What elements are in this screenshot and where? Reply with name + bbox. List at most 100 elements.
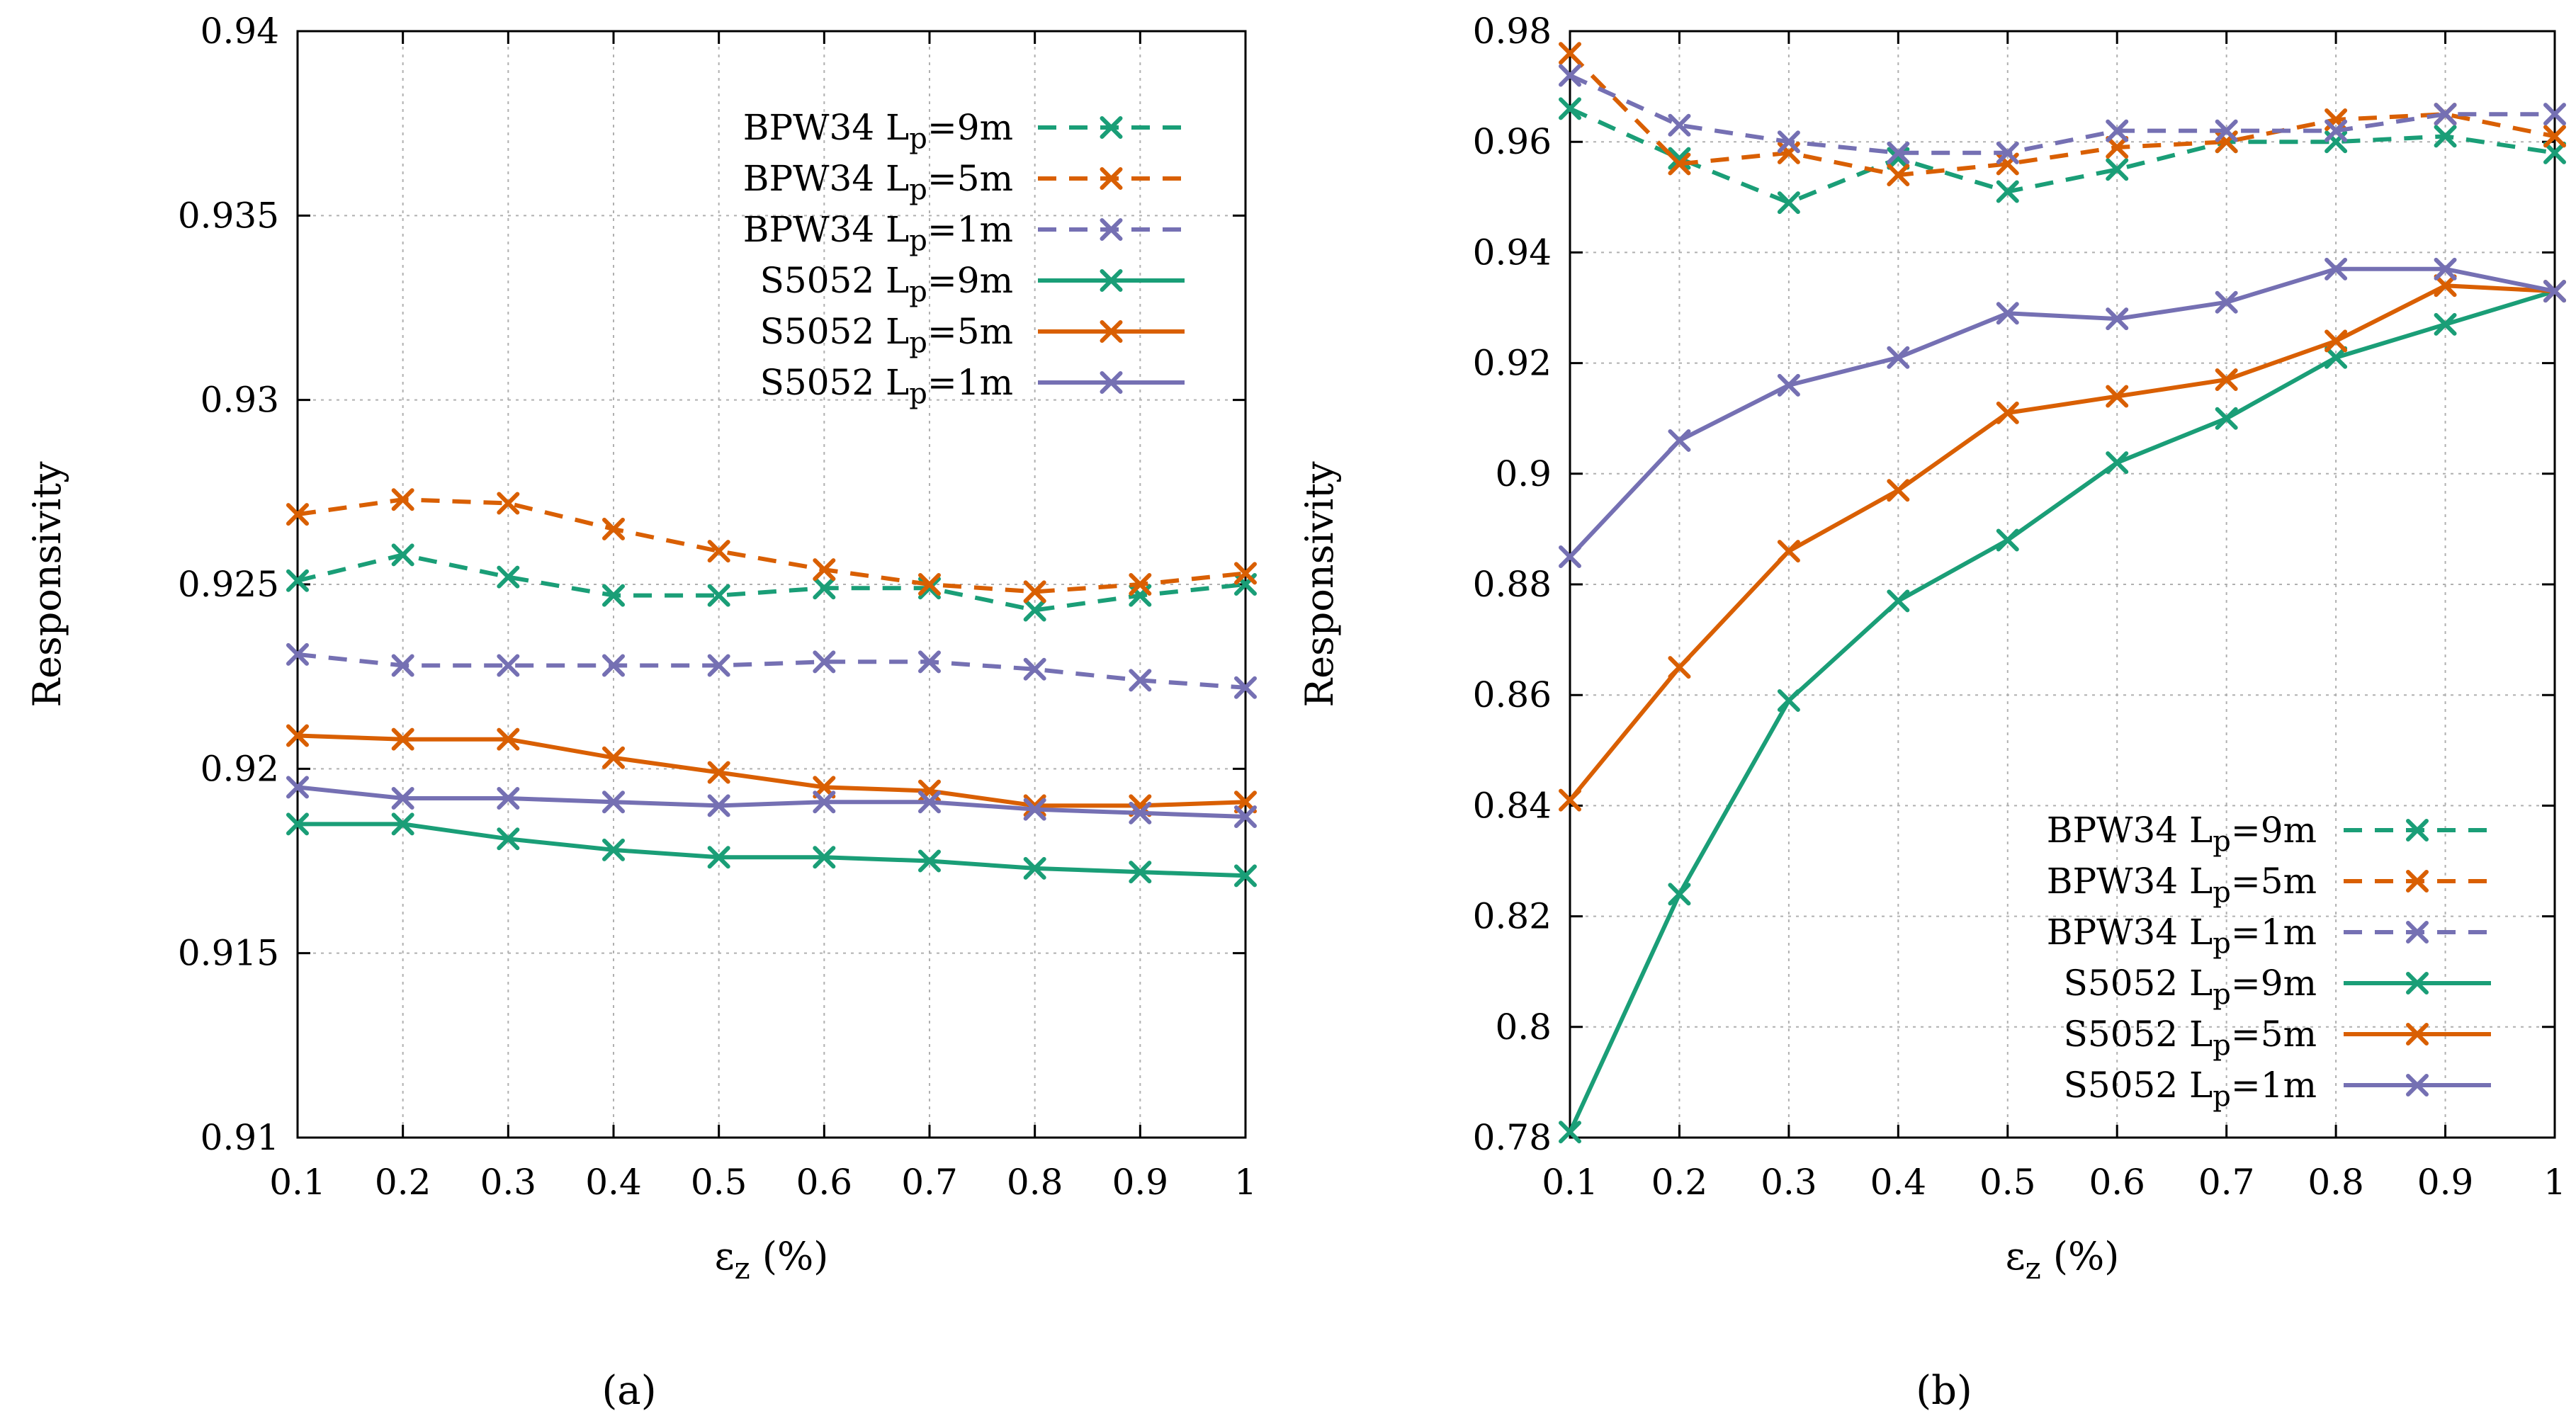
legend-marker: [1100, 167, 1123, 190]
data-point-marker: [2434, 312, 2457, 336]
y-axis-title: Responsivity: [1297, 461, 1342, 708]
x-tick-label: 0.5: [691, 1162, 747, 1203]
series-bpw34-lp-1m: [1559, 64, 2566, 164]
data-point-marker: [391, 786, 414, 810]
legend-marker: [1100, 371, 1123, 394]
series-bpw34-lp-5m: [1559, 42, 2566, 187]
x-tick-label: 0.8: [1007, 1162, 1063, 1203]
data-point-marker: [1129, 573, 1152, 596]
y-tick-label: 0.78: [1473, 1117, 1552, 1158]
legend-value: =5m: [927, 311, 1013, 352]
y-tick-label: 0.86: [1473, 674, 1552, 715]
data-point-marker: [497, 565, 520, 589]
data-point-marker: [2434, 257, 2457, 280]
data-point-marker: [1777, 130, 1800, 154]
data-point-marker: [1234, 676, 1257, 699]
legend-entry-s5052-lp-5m: S5052 Lp=5m: [2064, 1014, 2491, 1062]
y-tick-label: 0.915: [178, 933, 279, 974]
x-tick-label: 0.4: [1870, 1162, 1927, 1203]
data-point-marker: [1023, 794, 1046, 817]
data-point-marker: [1887, 479, 1910, 502]
data-point-marker: [602, 654, 625, 677]
data-point-marker: [391, 488, 414, 511]
data-point-marker: [1559, 788, 1581, 812]
data-point-marker: [1996, 528, 2019, 552]
legend-detector: BPW34 L: [743, 209, 910, 250]
legend-label-0: BPW34 Lp=9m: [2047, 810, 2317, 858]
legend-detector: S5052 L: [2064, 1065, 2213, 1106]
data-point-marker: [1668, 656, 1691, 679]
x-axis-title-symbol: ε: [715, 1234, 735, 1279]
data-point-marker: [391, 543, 414, 567]
data-point-marker: [1887, 141, 1910, 164]
y-tick-label: 0.935: [178, 195, 279, 236]
legend-label-4: S5052 Lp=5m: [760, 311, 1013, 359]
data-point-marker: [286, 569, 309, 592]
data-point-marker: [707, 584, 730, 607]
data-point-marker: [1887, 346, 1910, 369]
legend-value: =5m: [2231, 1014, 2317, 1055]
data-point-marker: [2434, 103, 2457, 126]
y-axis-title: Responsivity: [25, 461, 69, 708]
legend-entry-s5052-lp-9m: S5052 Lp=9m: [2064, 963, 2491, 1011]
legend-detector: S5052 L: [2064, 1014, 2213, 1055]
data-point-marker: [2215, 119, 2238, 142]
legend-marker: [2406, 870, 2429, 892]
legend-detector: S5052 L: [2064, 963, 2213, 1004]
data-point-marker: [497, 492, 520, 515]
data-point-marker: [1023, 798, 1046, 821]
data-point-marker: [1777, 689, 1800, 713]
data-point-marker: [1129, 801, 1152, 824]
ticks: 0.1 0.2 0.3 0.4 0.5 0.6 0.7 0.8 0.9 10.910.9150.9…: [178, 11, 1257, 1203]
legend-value: =1m: [2231, 1065, 2317, 1106]
legend-marker: [2406, 921, 2429, 944]
legend-label-4: S5052 Lp=5m: [2064, 1014, 2317, 1062]
data-point-marker: [918, 790, 941, 814]
data-point-marker: [1777, 191, 1800, 215]
data-point-marker: [2215, 368, 2238, 392]
data-point-marker: [2324, 346, 2348, 369]
data-point-marker: [286, 724, 309, 747]
data-point-marker: [391, 812, 414, 836]
data-point-marker: [497, 786, 520, 810]
legend-entry-bpw34-lp-1m: BPW34 Lp=1m: [743, 209, 1185, 257]
data-point-marker: [813, 577, 836, 600]
legend-marker: [1100, 320, 1123, 343]
data-point-marker: [2434, 274, 2457, 298]
y-tick-label: 0.92: [1473, 343, 1552, 384]
y-tick-label: 0.84: [1473, 785, 1552, 826]
x-tick-label: 0.8: [2307, 1162, 2364, 1203]
data-point-marker: [707, 761, 730, 784]
legend-value: =9m: [2231, 963, 2317, 1004]
data-point-marker: [1996, 180, 2019, 203]
data-point-marker: [1129, 861, 1152, 884]
legend-subscript: p: [2213, 825, 2231, 858]
legend-subscript: p: [2213, 876, 2231, 909]
data-point-marker: [602, 517, 625, 540]
x-tick-label: 1: [1234, 1162, 1257, 1203]
x-tick-label: 0.9: [2417, 1162, 2474, 1203]
legend-subscript: p: [909, 225, 927, 257]
data-point-marker: [1887, 589, 1910, 613]
data-point-marker: [1996, 401, 2019, 424]
series-line-bpw34-lp-1m: [297, 652, 1246, 690]
data-point-marker: [918, 650, 941, 674]
series-line-bpw34-lp-9m: [1569, 106, 2555, 205]
data-point-marker: [707, 654, 730, 677]
ticks: 0.1 0.2 0.3 0.4 0.5 0.6 0.7 0.8 0.9 1 0.78 0.8 0.82 0…: [1473, 11, 2566, 1203]
series-s5052-lp-9m: [1559, 280, 2566, 1144]
series-line-bpw34-lp-5m: [297, 497, 1246, 594]
data-point-marker: [2106, 451, 2129, 475]
legend-label-3: S5052 Lp=9m: [760, 260, 1013, 308]
x-tick-label: 0.4: [585, 1162, 642, 1203]
x-axis-title-unit: (%): [750, 1234, 829, 1279]
x-axis-title-subscript: z: [2026, 1251, 2041, 1286]
data-point-marker: [1234, 805, 1257, 829]
legend-entry-s5052-lp-5m: S5052 Lp=5m: [760, 311, 1185, 359]
data-point-marker: [1668, 152, 1691, 176]
data-point-marker: [2215, 290, 2238, 314]
legend-label-1: BPW34 Lp=5m: [2047, 861, 2317, 909]
data-point-marker: [1559, 42, 1581, 65]
legend-marker: [1100, 218, 1123, 241]
data-point-marker: [1777, 540, 1800, 563]
